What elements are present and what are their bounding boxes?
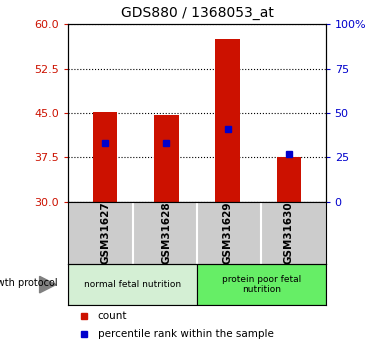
Text: normal fetal nutrition: normal fetal nutrition (84, 280, 181, 289)
Text: percentile rank within the sample: percentile rank within the sample (98, 329, 274, 339)
Title: GDS880 / 1368053_at: GDS880 / 1368053_at (121, 6, 273, 20)
Text: growth protocol: growth protocol (0, 278, 57, 287)
Text: GSM31628: GSM31628 (161, 201, 171, 264)
Bar (154, 115, 179, 202)
Text: GSM31629: GSM31629 (223, 201, 232, 264)
Text: GSM31627: GSM31627 (100, 201, 110, 264)
Bar (93, 112, 117, 202)
Text: protein poor fetal
nutrition: protein poor fetal nutrition (222, 275, 301, 294)
Bar (215, 39, 240, 202)
Polygon shape (39, 276, 56, 293)
Bar (277, 157, 301, 202)
Bar (68, 264, 197, 305)
Text: count: count (98, 312, 128, 322)
Bar (197, 264, 326, 305)
Text: GSM31630: GSM31630 (284, 201, 294, 264)
